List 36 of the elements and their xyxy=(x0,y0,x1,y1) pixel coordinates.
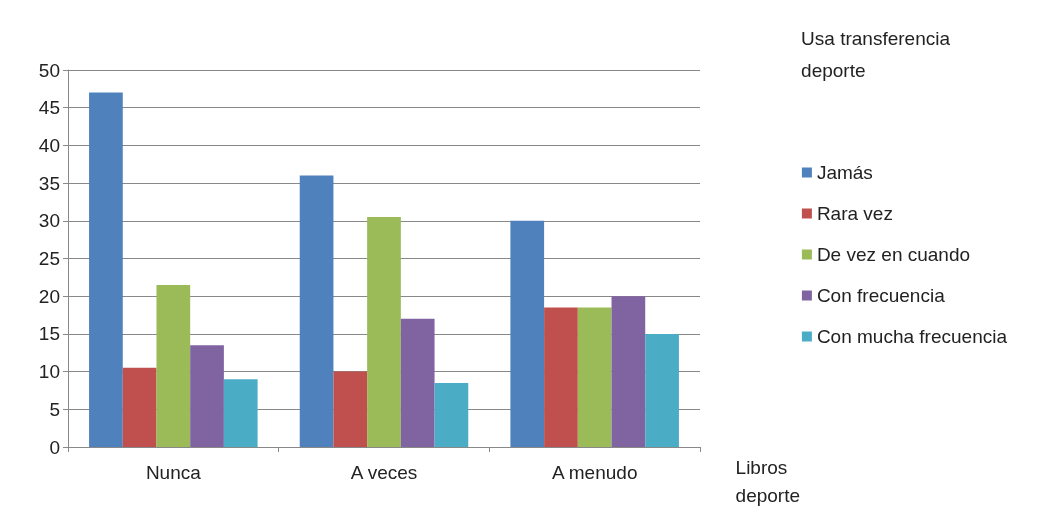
bar xyxy=(223,379,258,447)
bar xyxy=(299,175,334,447)
bar xyxy=(122,367,157,447)
y-tick-label: 35 xyxy=(38,172,60,194)
y-tick-label: 10 xyxy=(38,361,60,383)
y-tick-label: 30 xyxy=(38,210,60,232)
legend-label: Con mucha frecuencia xyxy=(816,326,1008,347)
legend-label: Rara vez xyxy=(816,203,893,224)
bar xyxy=(645,333,679,447)
x-axis-title: Libros deporte xyxy=(735,456,801,506)
y-tick-label: 5 xyxy=(49,398,60,420)
x-tick-label: Nunca xyxy=(145,462,202,483)
bar xyxy=(367,217,401,447)
x-tick-label: A menudo xyxy=(551,462,638,483)
y-tick-label: 40 xyxy=(38,134,60,156)
bar xyxy=(400,318,435,447)
bar xyxy=(544,307,578,447)
bar xyxy=(577,307,612,447)
bar xyxy=(611,296,646,447)
bar xyxy=(190,345,224,447)
y-tick-label: 15 xyxy=(38,323,60,345)
legend-title: Usa transferencia deporte xyxy=(801,27,951,81)
legend-label: Jamás xyxy=(816,162,873,183)
y-tick-label: 45 xyxy=(38,97,60,119)
x-tick-label: A veces xyxy=(350,462,418,483)
bar xyxy=(510,220,545,447)
y-tick-label: 50 xyxy=(38,59,60,81)
bar xyxy=(89,92,123,447)
y-tick-label: 20 xyxy=(38,285,60,307)
y-tick-label: 0 xyxy=(49,436,60,458)
legend-label: Con frecuencia xyxy=(816,285,946,306)
bar xyxy=(156,284,191,447)
y-tick-label: 25 xyxy=(38,248,60,269)
legend-label: De vez en cuando xyxy=(816,244,971,265)
bar xyxy=(333,371,368,447)
bar xyxy=(434,382,469,447)
